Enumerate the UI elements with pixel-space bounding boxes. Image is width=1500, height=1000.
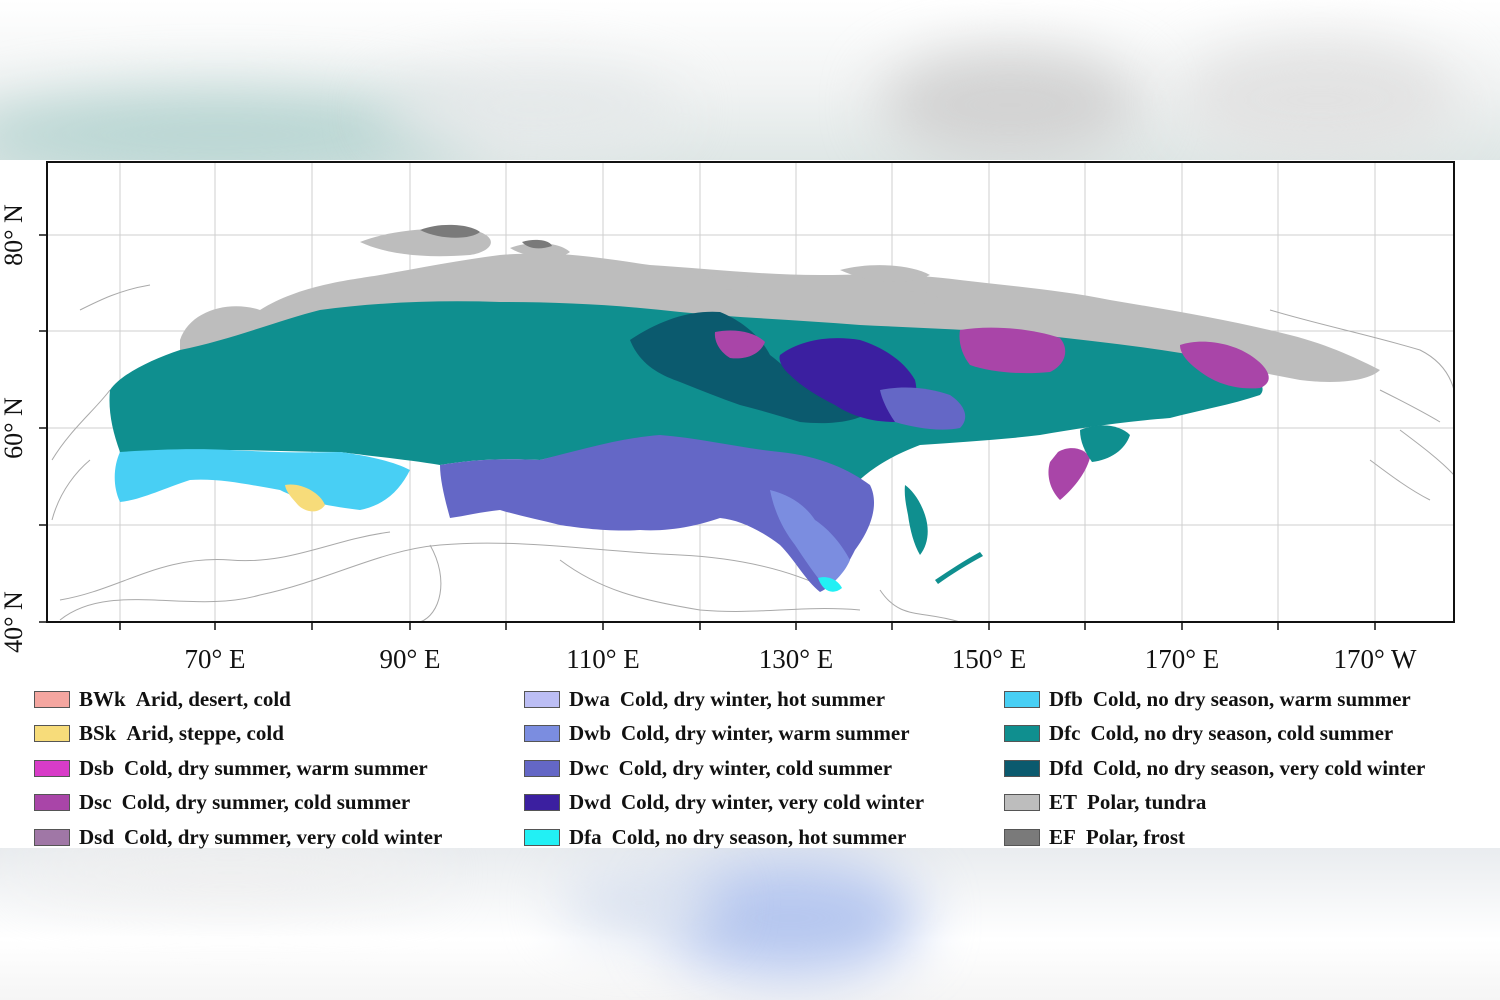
- zone-Dsc-kamchatka: [1048, 448, 1090, 500]
- legend-item-dwa: Dwa Cold, dry winter, hot summer: [524, 682, 885, 716]
- lat-label-40n: 40° N: [0, 591, 28, 653]
- legend-code: Dsd: [79, 824, 115, 849]
- legend-swatch: [1004, 725, 1040, 742]
- zone-Dfa: [818, 577, 842, 592]
- lon-label-170e: 170° E: [1145, 644, 1220, 674]
- legend-code: Dwa: [569, 686, 610, 711]
- legend-code: EF: [1049, 824, 1076, 849]
- legend-swatch: [524, 794, 560, 811]
- axis-ticks: [39, 234, 1376, 630]
- legend-description: Arid, steppe, cold: [126, 721, 284, 745]
- blurred-background-top: [0, 0, 1500, 160]
- legend-swatch: [1004, 759, 1040, 777]
- legend-description: Polar, frost: [1085, 824, 1185, 849]
- map-panel: 80° N 60° N 40° N 70° E 90° E 110° E 130…: [0, 161, 1455, 674]
- blurred-background-bottom: [0, 848, 1500, 1000]
- map-layers: [51, 224, 1454, 622]
- zone-Dsc-1: [714, 330, 765, 359]
- lat-label-60n: 60° N: [0, 397, 28, 459]
- legend-item-dfa: Dfa Cold, no dry season, hot summer: [524, 820, 906, 854]
- lon-label-70e: 70° E: [184, 644, 245, 674]
- zone-Dfc-kamchatka: [1080, 425, 1130, 462]
- legend-item-dwd: Dwd Cold, dry winter, very cold winter: [524, 786, 924, 820]
- legend-item-ef: EF Polar, frost: [1004, 820, 1185, 854]
- legend-description: Cold, dry winter, cold summer: [618, 755, 893, 780]
- legend-item-bwk: BWk Arid, desert, cold: [34, 682, 291, 716]
- zone-BSk: [285, 484, 325, 512]
- legend-description: Cold, no dry season, hot summer: [611, 824, 907, 849]
- legend-description: Arid, desert, cold: [135, 686, 291, 711]
- legend-item-dsc: Dsc Cold, dry summer, cold summer: [34, 786, 410, 820]
- legend-code: Dwd: [569, 790, 612, 814]
- climate-map-figure: 80° N 60° N 40° N 70° E 90° E 110° E 130…: [0, 160, 1500, 849]
- legend-description: Cold, dry summer, cold summer: [121, 790, 411, 814]
- zone-Dwc-east: [880, 387, 966, 430]
- zone-ET-islands: [360, 228, 940, 304]
- legend-description: Cold, no dry season, very cold winter: [1092, 755, 1426, 780]
- legend-swatch: [34, 759, 70, 777]
- legend-item-dwb: Dwb Cold, dry winter, warm summer: [524, 717, 910, 751]
- legend-item-et: ET Polar, tundra: [1004, 786, 1206, 820]
- legend-code: Dfc: [1049, 721, 1081, 745]
- legend-code: Dsc: [79, 790, 112, 814]
- zone-Dwd: [779, 338, 917, 422]
- legend-item-dwc: Dwc Cold, dry winter, cold summer: [524, 751, 892, 785]
- legend-item-bsk: BSk Arid, steppe, cold: [34, 717, 284, 751]
- zone-Dfd: [630, 311, 870, 424]
- legend-description: Cold, dry winter, hot summer: [619, 686, 886, 711]
- country-borders: [51, 284, 1454, 622]
- lon-label-90e: 90° E: [379, 644, 440, 674]
- legend-code: Dfd: [1049, 755, 1083, 780]
- legend-swatch: [34, 725, 70, 742]
- legend-swatch: [1004, 794, 1040, 811]
- legend-swatch: [524, 725, 560, 742]
- legend-item-dfc: Dfc Cold, no dry season, cold summer: [1004, 717, 1393, 751]
- legend-swatch: [1004, 690, 1040, 708]
- legend-code: Dwc: [569, 755, 609, 780]
- lon-label-110e: 110° E: [566, 644, 640, 674]
- legend-code: BSk: [79, 721, 117, 745]
- legend-swatch: [524, 828, 560, 846]
- legend-code: Dfa: [569, 824, 602, 849]
- legend-description: Cold, dry winter, very cold winter: [621, 790, 925, 814]
- zone-Dfc-kurils: [935, 552, 983, 584]
- legend-description: Polar, tundra: [1087, 790, 1207, 814]
- legend-description: Cold, no dry season, warm summer: [1092, 686, 1411, 711]
- longitude-labels: 70° E 90° E 110° E 130° E 150° E 170° E …: [184, 644, 1417, 674]
- zone-Dfb: [114, 449, 410, 510]
- zone-Dwb: [770, 490, 850, 588]
- legend-description: Cold, dry summer, very cold winter: [124, 824, 443, 849]
- legend-description: Cold, dry winter, warm summer: [621, 721, 910, 745]
- legend-swatch: [524, 759, 560, 777]
- climate-legend: BWk Arid, desert, cold BSk Arid, steppe, co…: [34, 682, 1500, 849]
- lon-label-150e: 150° E: [952, 644, 1027, 674]
- zone-EF: [420, 224, 552, 249]
- legend-description: Cold, no dry season, cold summer: [1090, 721, 1394, 745]
- lon-label-170w: 170° W: [1333, 644, 1417, 674]
- lon-label-130e: 130° E: [759, 644, 834, 674]
- legend-code: Dsb: [79, 755, 115, 780]
- lat-label-80n: 80° N: [0, 204, 28, 266]
- legend-swatch: [34, 690, 70, 708]
- map-frame: [46, 161, 1455, 623]
- zone-Dfc-sakhalin: [904, 485, 928, 555]
- zone-Dwc: [440, 435, 875, 592]
- legend-swatch: [34, 794, 70, 811]
- legend-description: Cold, dry summer, warm summer: [124, 755, 428, 780]
- zone-Dsc-2: [959, 327, 1066, 374]
- legend-item-dfd: Dfd Cold, no dry season, very cold winter: [1004, 751, 1425, 785]
- legend-item-dsb: Dsb Cold, dry summer, warm summer: [34, 751, 428, 785]
- legend-code: Dfb: [1049, 686, 1083, 711]
- legend-code: BWk: [79, 686, 126, 711]
- legend-item-dfb: Dfb Cold, no dry season, warm summer: [1004, 682, 1411, 716]
- latitude-labels: 80° N 60° N 40° N: [0, 204, 28, 653]
- legend-swatch: [1004, 828, 1040, 846]
- legend-swatch: [34, 828, 70, 846]
- legend-code: Dwb: [569, 721, 612, 745]
- legend-swatch: [524, 690, 560, 708]
- legend-code: ET: [1049, 790, 1078, 814]
- legend-item-dsd: Dsd Cold, dry summer, very cold winter: [34, 820, 442, 854]
- zone-Dsc-3: [1180, 341, 1269, 389]
